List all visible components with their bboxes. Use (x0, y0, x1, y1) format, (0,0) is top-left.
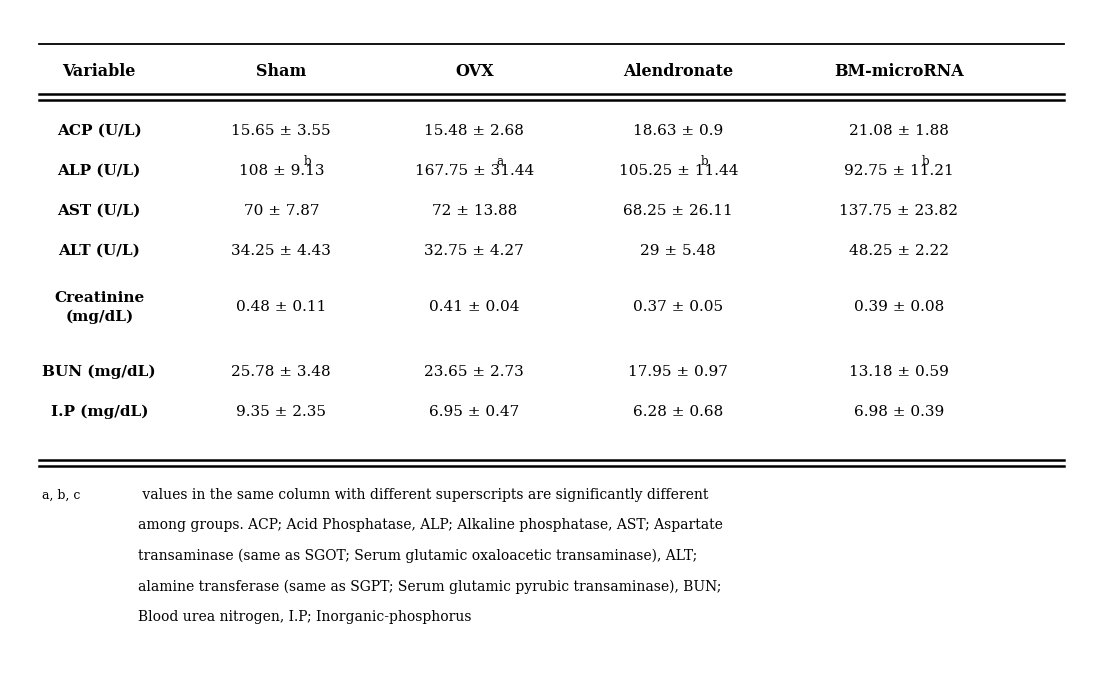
Text: 6.95 ± 0.47: 6.95 ± 0.47 (429, 405, 520, 418)
Text: transaminase (same as SGOT; Serum glutamic oxaloacetic transaminase), ALT;: transaminase (same as SGOT; Serum glutam… (138, 549, 697, 563)
Text: ACP (U/L): ACP (U/L) (57, 124, 141, 138)
Text: 0.39 ± 0.08: 0.39 ± 0.08 (854, 300, 944, 314)
Text: Creatinine
(mg/dL): Creatinine (mg/dL) (54, 291, 144, 323)
Text: 25.78 ± 3.48: 25.78 ± 3.48 (232, 365, 331, 378)
Text: 15.48 ± 2.68: 15.48 ± 2.68 (425, 124, 524, 138)
Text: Variable: Variable (63, 62, 136, 80)
Text: 137.75 ± 23.82: 137.75 ± 23.82 (839, 204, 959, 218)
Text: 0.41 ± 0.04: 0.41 ± 0.04 (429, 300, 520, 314)
Text: 34.25 ± 4.43: 34.25 ± 4.43 (232, 244, 331, 258)
Text: 32.75 ± 4.27: 32.75 ± 4.27 (425, 244, 524, 258)
Text: Alendronate: Alendronate (623, 62, 733, 80)
Text: I.P (mg/dL): I.P (mg/dL) (51, 404, 148, 419)
Text: OVX: OVX (454, 62, 494, 80)
Text: 68.25 ± 26.11: 68.25 ± 26.11 (623, 204, 733, 218)
Text: a: a (496, 155, 503, 168)
Text: 72 ± 13.88: 72 ± 13.88 (431, 204, 517, 218)
Text: a, b, c: a, b, c (42, 488, 81, 502)
Text: 9.35 ± 2.35: 9.35 ± 2.35 (236, 405, 326, 418)
Text: 0.37 ± 0.05: 0.37 ± 0.05 (633, 300, 724, 314)
Text: 6.98 ± 0.39: 6.98 ± 0.39 (854, 405, 944, 418)
Text: 92.75 ± 11.21: 92.75 ± 11.21 (844, 164, 954, 178)
Text: 13.18 ± 0.59: 13.18 ± 0.59 (849, 365, 949, 378)
Text: 23.65 ± 2.73: 23.65 ± 2.73 (425, 365, 524, 378)
Text: Sham: Sham (256, 62, 307, 80)
Text: 70 ± 7.87: 70 ± 7.87 (244, 204, 319, 218)
Text: 6.28 ± 0.68: 6.28 ± 0.68 (633, 405, 724, 418)
Text: 0.48 ± 0.11: 0.48 ± 0.11 (236, 300, 326, 314)
Text: 21.08 ± 1.88: 21.08 ± 1.88 (849, 124, 949, 138)
Text: b: b (921, 155, 929, 168)
Text: values in the same column with different superscripts are significantly differen: values in the same column with different… (138, 488, 708, 502)
Text: b: b (700, 155, 708, 168)
Text: 167.75 ± 31.44: 167.75 ± 31.44 (415, 164, 534, 178)
Text: BM-microRNA: BM-microRNA (834, 62, 964, 80)
Text: 18.63 ± 0.9: 18.63 ± 0.9 (633, 124, 724, 138)
Text: 17.95 ± 0.97: 17.95 ± 0.97 (629, 365, 728, 378)
Text: AST (U/L): AST (U/L) (57, 204, 141, 218)
Text: 108 ± 9.13: 108 ± 9.13 (238, 164, 324, 178)
Text: 105.25 ± 11.44: 105.25 ± 11.44 (619, 164, 738, 178)
Text: b: b (303, 155, 311, 168)
Text: ALT (U/L): ALT (U/L) (58, 244, 140, 258)
Text: 29 ± 5.48: 29 ± 5.48 (641, 244, 716, 258)
Text: ALP (U/L): ALP (U/L) (57, 164, 141, 178)
Text: alamine transferase (same as SGPT; Serum glutamic pyrubic transaminase), BUN;: alamine transferase (same as SGPT; Serum… (138, 579, 721, 594)
Text: 15.65 ± 3.55: 15.65 ± 3.55 (232, 124, 331, 138)
Text: among groups. ACP; Acid Phosphatase, ALP; Alkaline phosphatase, AST; Aspartate: among groups. ACP; Acid Phosphatase, ALP… (138, 519, 722, 532)
Text: 48.25 ± 2.22: 48.25 ± 2.22 (849, 244, 949, 258)
Text: Blood urea nitrogen, I.P; Inorganic-phosphorus: Blood urea nitrogen, I.P; Inorganic-phos… (138, 610, 471, 624)
Text: BUN (mg/dL): BUN (mg/dL) (42, 364, 157, 379)
